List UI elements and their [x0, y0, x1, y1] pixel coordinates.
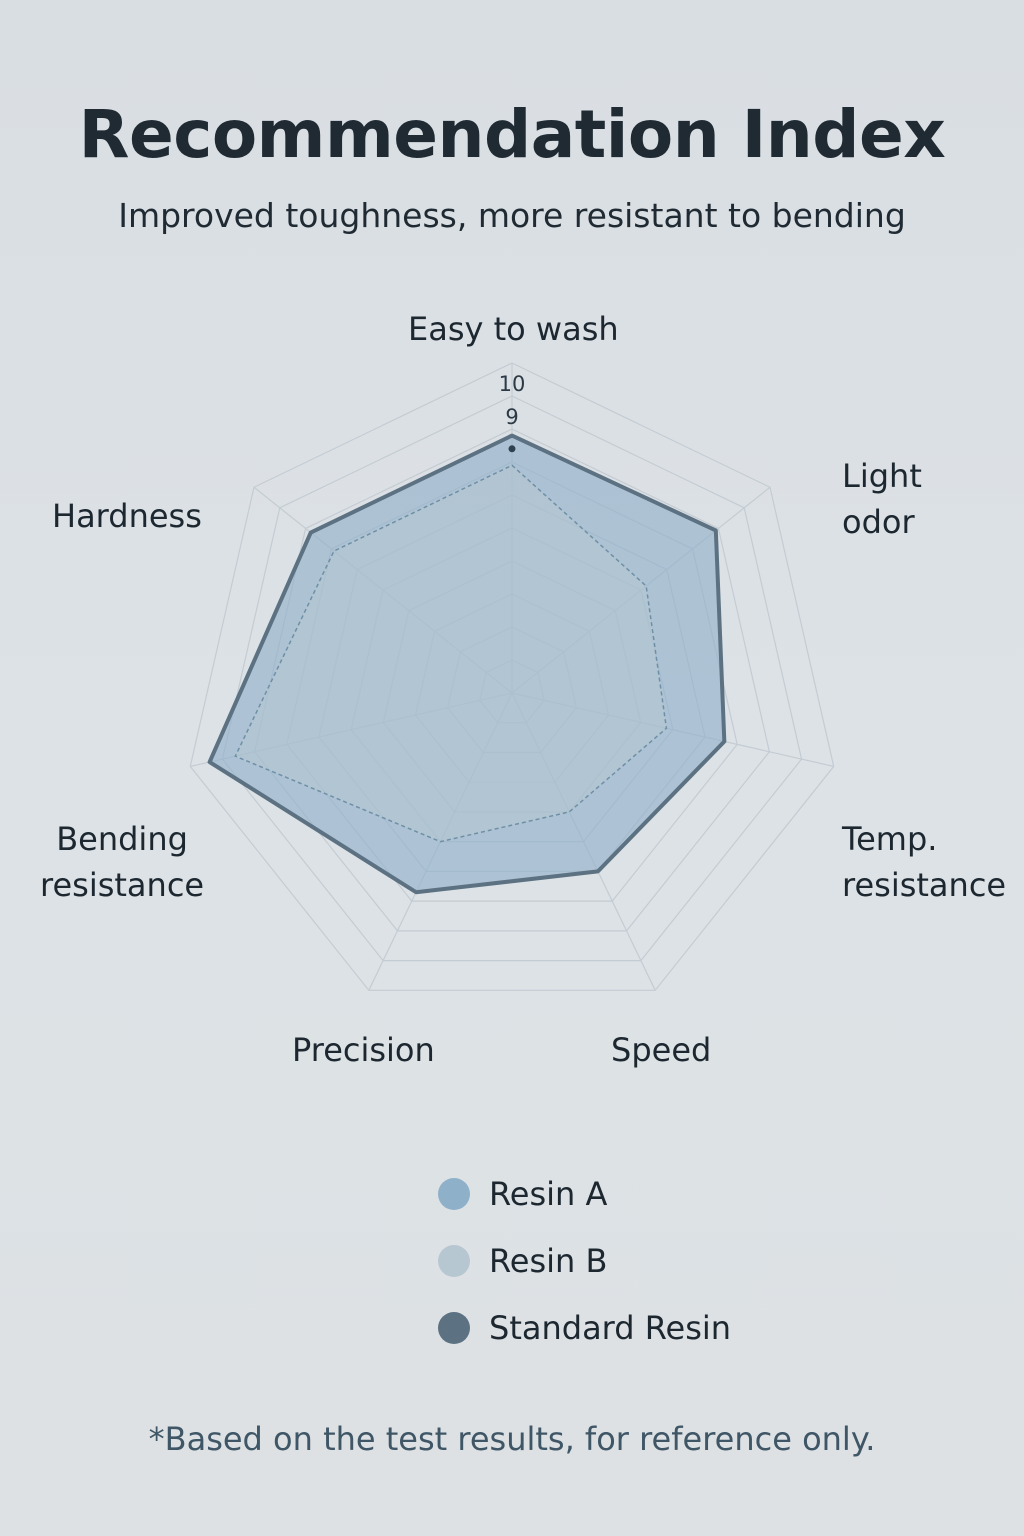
legend-label-resin-a: Resin A	[489, 1175, 608, 1213]
legend-item-resin-a: Resin A	[438, 1172, 731, 1216]
axis-label-speed: Speed	[611, 1031, 712, 1069]
grid-ring-9	[221, 395, 803, 962]
chart-subtitle: Improved toughness, more resistant to be…	[118, 196, 906, 235]
legend-item-standard-resin: Standard Resin	[438, 1306, 731, 1350]
axis-label-hardness: Hardness	[52, 497, 202, 535]
footnote: *Based on the test results, for referenc…	[148, 1420, 876, 1458]
series-resin-b-area	[234, 464, 668, 843]
axis-label-temp-resistance: Temp. resistance	[842, 820, 1007, 904]
axis-label-light-odor: Light odor	[842, 457, 922, 541]
grid-ring-10	[189, 362, 835, 991]
axis-label-easy-to-wash: Easy to wash	[408, 310, 619, 348]
legend-swatch-resin-b	[438, 1245, 470, 1277]
axis-label-bending-resistance: Bending resistance	[40, 820, 205, 904]
tick-label-10: 10	[499, 372, 526, 396]
series-standard-resin-line	[207, 433, 727, 895]
tick-label-9: 9	[505, 405, 518, 429]
legend-swatch-resin-a	[438, 1178, 470, 1210]
legend-label-standard-resin: Standard Resin	[489, 1309, 732, 1347]
legend: Resin A Resin B Standard Resin	[438, 1172, 731, 1373]
legend-item-resin-b: Resin B	[438, 1239, 731, 1283]
chart-title: Recommendation Index	[78, 96, 946, 173]
legend-label-resin-b: Resin B	[489, 1242, 608, 1280]
legend-swatch-standard-resin	[438, 1312, 470, 1344]
series-marker-top	[508, 445, 516, 453]
axis-label-precision: Precision	[292, 1031, 435, 1069]
